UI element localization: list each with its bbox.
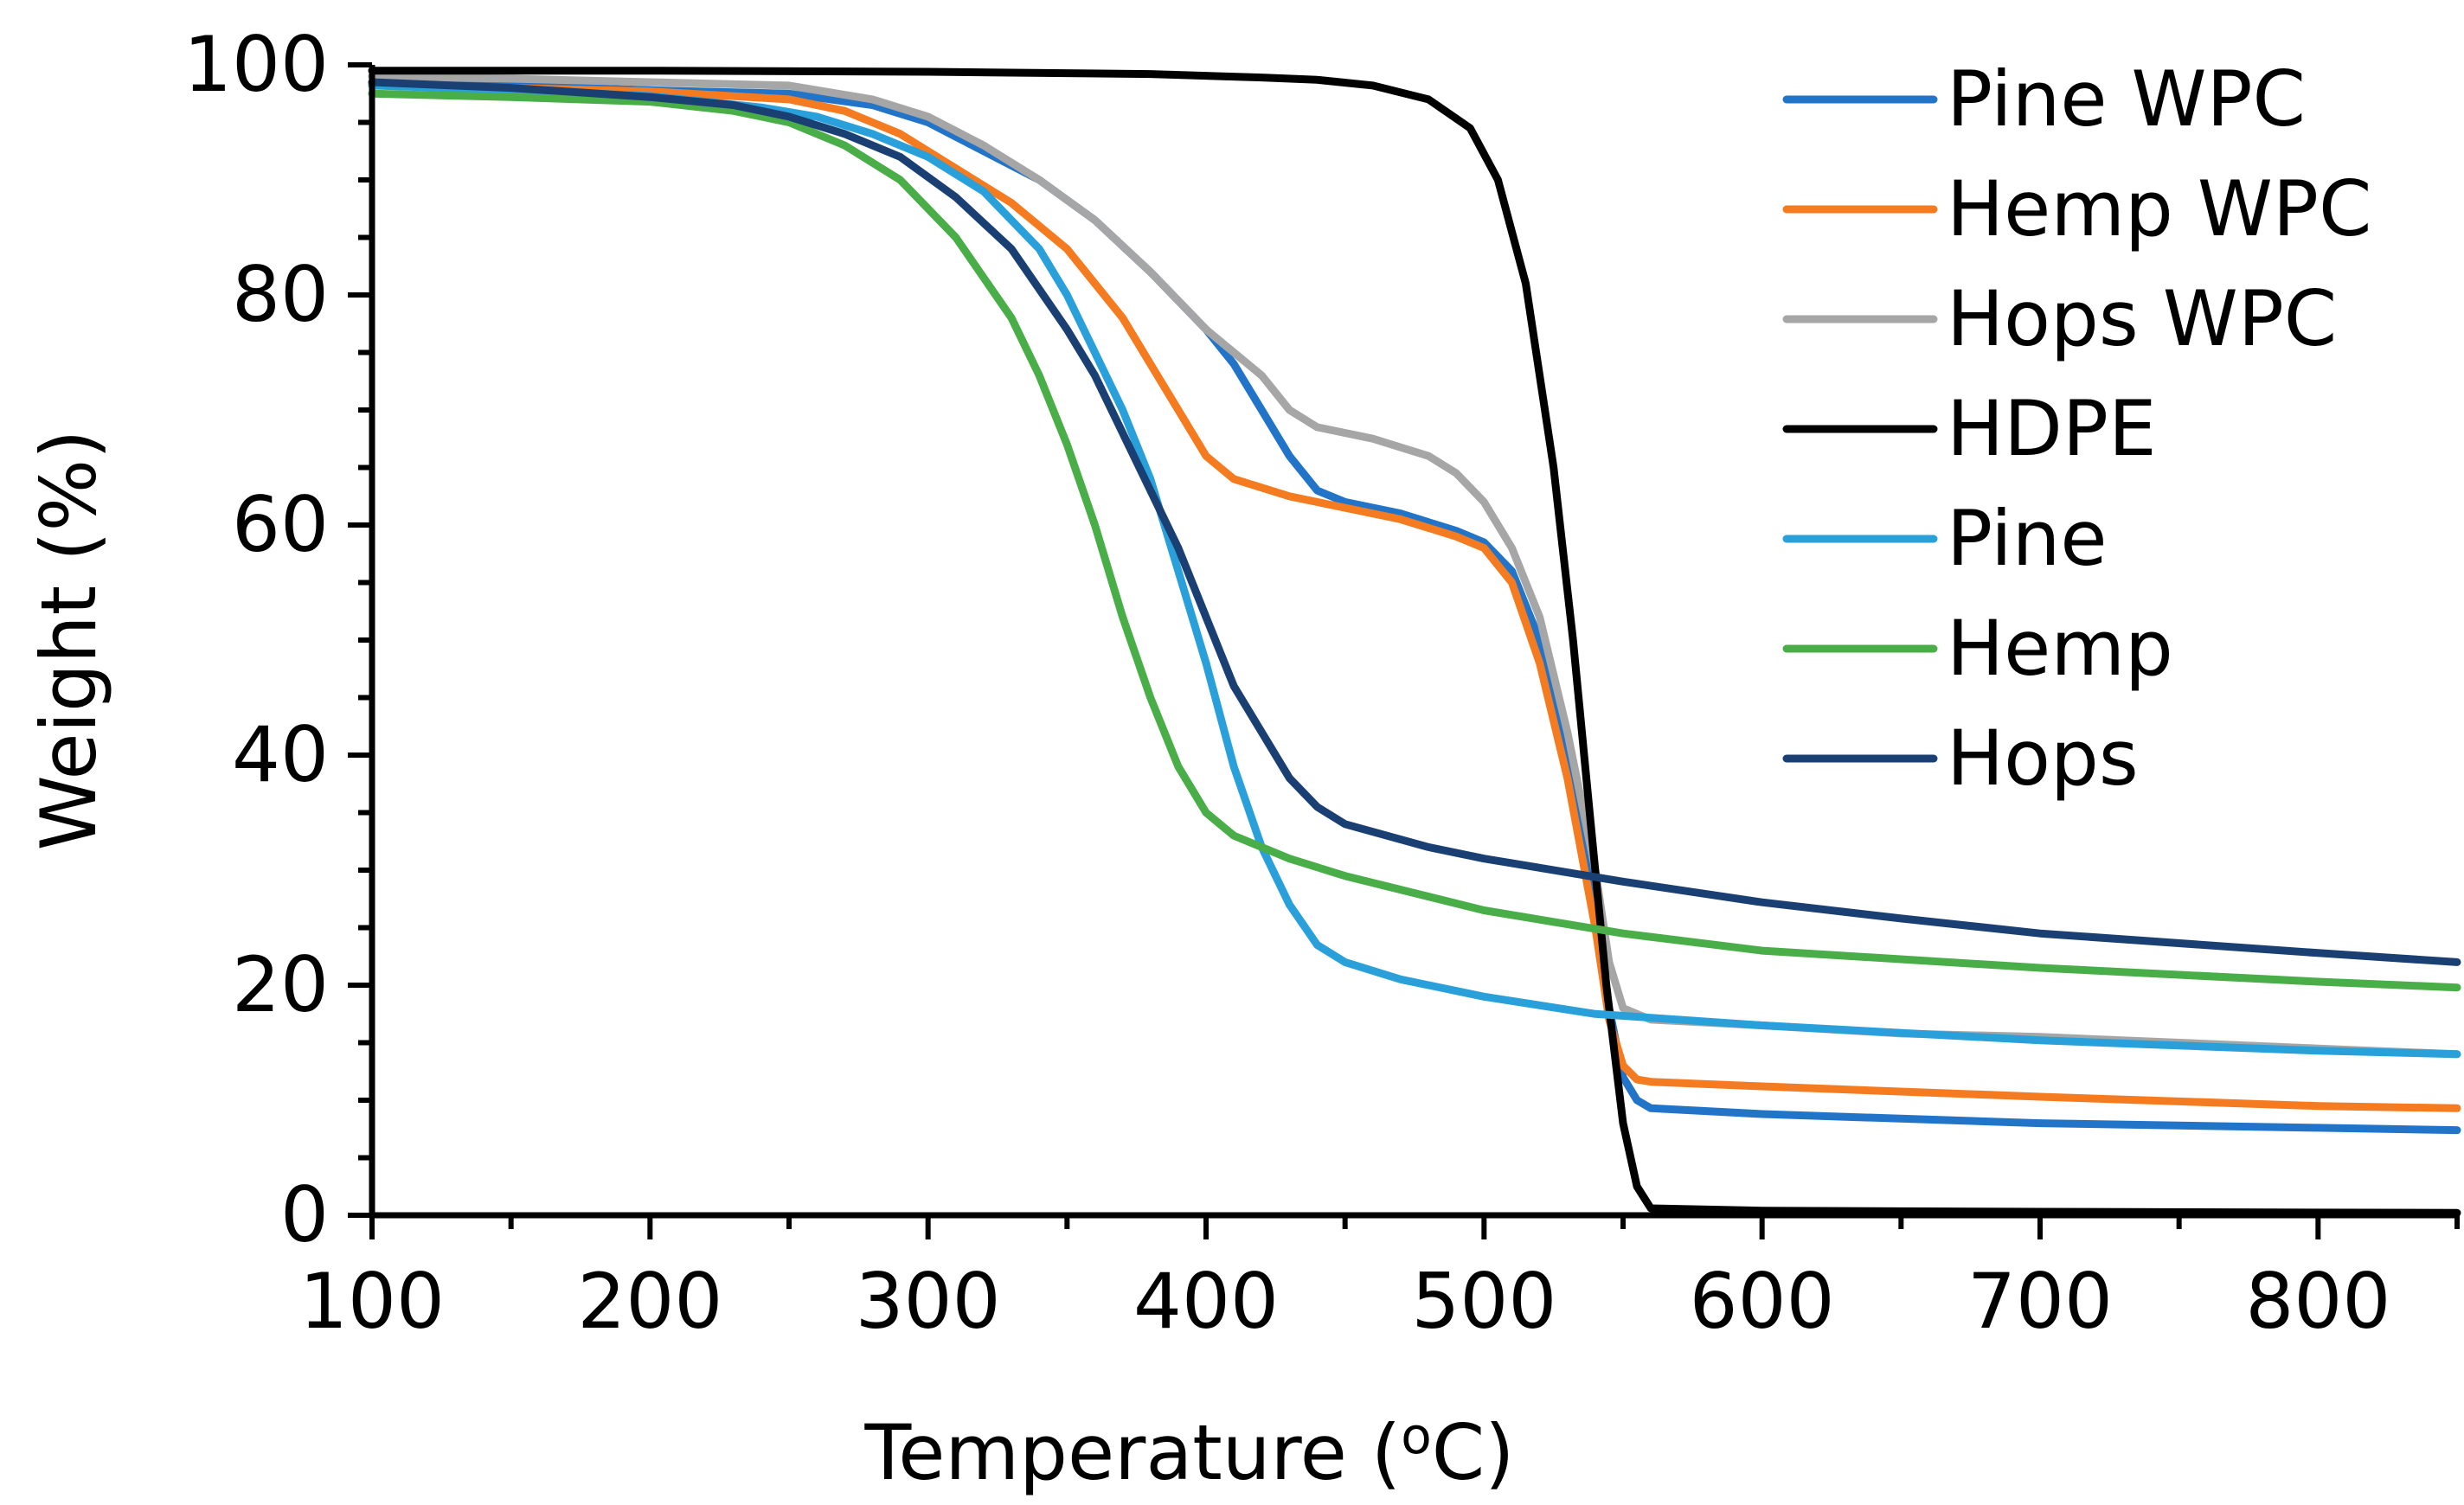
labels-layer: 0 20 40 60 80 100 100 200 300 400 500 600 700 800 Temp… bbox=[24, 20, 2390, 1497]
x-tick-label: 300 bbox=[856, 1257, 1001, 1346]
x-tick-label: 500 bbox=[1411, 1257, 1556, 1346]
x-axis-title: Temperature (oC) bbox=[863, 1406, 1514, 1497]
y-tick-label: 0 bbox=[280, 1170, 329, 1259]
x-tick-label: 600 bbox=[1690, 1257, 1835, 1346]
series-line-hemp bbox=[368, 89, 2461, 992]
x-tick-label: 100 bbox=[299, 1257, 445, 1346]
x-tick-label: 400 bbox=[1133, 1257, 1279, 1346]
series-line-pine bbox=[368, 81, 2461, 1059]
legend-label-pine-wpc: Pine WPC bbox=[1947, 54, 2306, 144]
y-tick-label: 20 bbox=[232, 940, 329, 1029]
legend-label-hops-wpc: Hops WPC bbox=[1947, 274, 2337, 363]
x-tick-label: 700 bbox=[1967, 1257, 2113, 1346]
x-tick-label: 200 bbox=[577, 1257, 722, 1346]
legend: Pine WPC Hemp WPC Hops WPC HDPE Pine Hemp Hops bbox=[1782, 54, 2371, 803]
y-tick-label: 60 bbox=[232, 480, 329, 569]
legend-label-hops: Hops bbox=[1947, 714, 2139, 803]
series-line-hdpe bbox=[368, 67, 2461, 1217]
series-line-hops bbox=[368, 78, 2461, 966]
legend-label-hdpe: HDPE bbox=[1947, 384, 2157, 473]
y-tick-label: 80 bbox=[232, 250, 329, 339]
y-tick-label: 100 bbox=[183, 20, 329, 109]
series-line-hemp-wpc bbox=[368, 80, 2461, 1112]
legend-label-hemp-wpc: Hemp WPC bbox=[1947, 164, 2371, 253]
x-tick-label: 800 bbox=[2245, 1257, 2390, 1346]
y-tick-label: 40 bbox=[232, 710, 329, 799]
y-axis-title: Weight (%) bbox=[24, 430, 113, 851]
legend-label-hemp: Hemp bbox=[1947, 604, 2173, 693]
axes-layer bbox=[348, 62, 2460, 1239]
series-layer bbox=[368, 67, 2461, 1217]
legend-label-pine: Pine bbox=[1947, 494, 2108, 583]
series-line-pine-wpc bbox=[368, 78, 2461, 1135]
